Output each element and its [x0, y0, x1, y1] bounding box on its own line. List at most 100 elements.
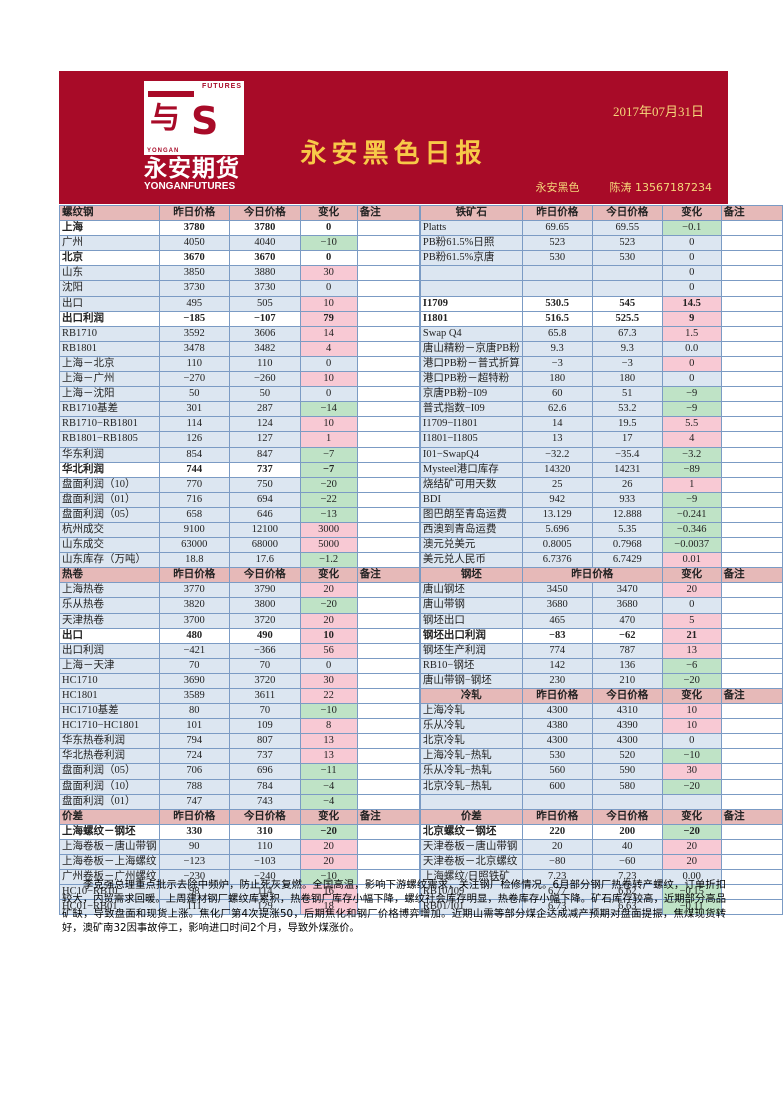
cell-remark [720, 703, 783, 720]
row-label: 钢坯出口利润 [419, 627, 523, 644]
table-row: 港口PB粉－超特粉 180 180 0 [419, 371, 783, 388]
cell-today-price: 26 [591, 476, 663, 493]
cell-change: 10 [661, 703, 722, 720]
cell-prev-price: −80 [521, 854, 593, 871]
row-label: 盘面利润（01） [59, 491, 160, 508]
cell-remark [720, 521, 783, 539]
table-row: HC10−RB10 98 114 16 [59, 884, 420, 901]
cell-today-price: 743 [229, 793, 301, 810]
row-label: 港口PB粉－普式折算 [419, 355, 523, 373]
cell-change: −89 [661, 461, 722, 478]
cell-today-price: 523 [591, 235, 663, 252]
column-header-change: 变化 [299, 567, 358, 584]
cell-today-price: 6.62 [591, 884, 663, 901]
row-label: 出口利润 [59, 642, 160, 659]
cell-change: 10 [299, 627, 358, 644]
cell-today-price: −3 [591, 355, 663, 373]
cell-remark [356, 899, 420, 916]
row-label: 山东库存（万吨） [59, 552, 160, 569]
cell-today-price: 70 [229, 657, 301, 674]
row-label: BDI [419, 491, 523, 508]
cell-change: 20 [299, 582, 358, 599]
cell-prev-price: 774 [521, 642, 593, 659]
cell-prev-price: 3820 [158, 597, 231, 614]
cell-change: −0.241 [661, 506, 722, 523]
row-label: 沈阳 [59, 280, 160, 297]
report-contact-line: 永安黑色 陈涛 13567187234 [536, 179, 712, 195]
cell-today-price: 129 [229, 899, 301, 916]
row-label: Swap Q4 [419, 325, 523, 342]
cell-today-price: 3482 [229, 340, 301, 357]
table-row: 沈阳 3730 3730 0 [59, 280, 420, 297]
table-row: 唐山精粉－京唐PB粉 9.3 9.3 0.0 [419, 340, 783, 357]
table-row: 图巴朗至青岛运费 13.129 12.888 −0.241 [419, 506, 783, 523]
cell-remark [356, 461, 420, 478]
cell-change: 0 [661, 355, 722, 373]
cell-remark [720, 431, 783, 448]
section-header-row: 价差 昨日价格 今日价格 变化 备注 [59, 808, 420, 825]
cell-prev-price: 70 [158, 657, 231, 674]
column-header-prev: 昨日价格 [521, 204, 593, 222]
cell-change: 0 [299, 250, 358, 267]
cell-change: −20 [661, 823, 722, 840]
table-row: RB10−钢坯 142 136 −6 [419, 657, 783, 674]
row-label: I01−SwapQ4 [419, 446, 523, 463]
table-row: 天津卷板－北京螺纹 −80 −60 20 [419, 854, 783, 871]
row-label: RB1801−RB1805 [59, 431, 160, 448]
cell-prev-price: 744 [158, 461, 231, 478]
cell-remark [356, 310, 420, 327]
cell-prev-price: 7.23 [521, 869, 593, 886]
table-row: 出口利润 −185 −107 79 [59, 310, 420, 327]
cell-prev-price: 600 [521, 778, 593, 795]
cell-prev-price: 3690 [158, 672, 231, 690]
column-header-prev: 昨日价格 [158, 808, 231, 825]
section-header-row: 螺纹钢 昨日价格 今日价格 变化 备注 [59, 204, 420, 222]
cell-change: −20 [299, 597, 358, 614]
cell-today-price: 40 [591, 838, 663, 856]
cell-prev-price: −421 [158, 642, 231, 659]
cell-prev-price [521, 793, 593, 810]
table-row: RB1710基差 301 287 −14 [59, 401, 420, 418]
cell-today-price: 737 [229, 461, 301, 478]
row-label: 乐从热卷 [59, 597, 160, 614]
cell-prev-price: 530 [521, 250, 593, 267]
table-row: 上海螺纹/日照铁矿 7.23 7.23 0.00 [419, 869, 783, 886]
cell-change: 16 [299, 884, 358, 901]
cell-prev-price: 0.8005 [521, 537, 593, 554]
row-label: I1801−I1805 [419, 431, 523, 448]
cell-today-price: 110 [229, 838, 301, 856]
cell-change: −11 [299, 763, 358, 780]
cell-today-price: 51 [591, 386, 663, 403]
cell-today-price: 136 [591, 657, 663, 674]
cell-remark [720, 476, 783, 493]
data-tables-container: 螺纹钢 昨日价格 今日价格 变化 备注 上海 3780 3780 0 广州 4050 4040 −10 北… [59, 204, 783, 916]
column-header-change: 变化 [661, 808, 722, 825]
cell-change: 0 [661, 733, 722, 750]
row-label: HC1710基差 [59, 703, 160, 720]
cell-change: 1 [299, 431, 358, 448]
cell-today-price: 580 [591, 778, 663, 795]
cell-prev-price: 9.3 [521, 340, 593, 357]
cell-prev-price: 60 [521, 386, 593, 403]
cell-remark [720, 280, 783, 297]
row-label: 华北热卷利润 [59, 748, 160, 765]
table-row: 上海 3780 3780 0 [59, 220, 420, 237]
row-label: HC1710 [59, 672, 160, 690]
cell-remark [356, 869, 420, 886]
cell-change: −0.1 [661, 220, 722, 237]
cell-today-price: −366 [229, 642, 301, 659]
cell-remark [356, 295, 420, 312]
cell-today-price [591, 265, 663, 282]
table-row: 上海－天津 70 70 0 [59, 657, 420, 674]
cell-change: −10 [299, 235, 358, 252]
cell-change: 14.5 [661, 295, 722, 312]
cell-change: 20 [299, 612, 358, 629]
table-row: 盘面利润（10） 770 750 −20 [59, 476, 420, 493]
cell-prev-price: 4380 [521, 718, 593, 735]
section-header-row: 热卷 昨日价格 今日价格 变化 备注 [59, 567, 420, 584]
cell-prev-price: 4300 [521, 703, 593, 720]
right-data-table: 铁矿石 昨日价格 今日价格 变化 备注 Platts 69.65 69.55 −0.1 PB粉61… [419, 204, 783, 916]
table-row: 华东热卷利润 794 807 13 [59, 733, 420, 750]
row-label: RB1710 [59, 325, 160, 342]
cell-prev-price: 788 [158, 778, 231, 795]
